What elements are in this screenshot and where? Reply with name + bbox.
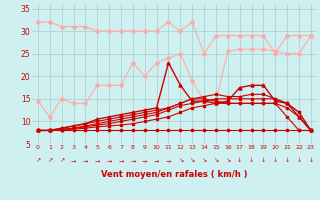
X-axis label: Vent moyen/en rafales ( km/h ): Vent moyen/en rafales ( km/h ) [101,170,248,179]
